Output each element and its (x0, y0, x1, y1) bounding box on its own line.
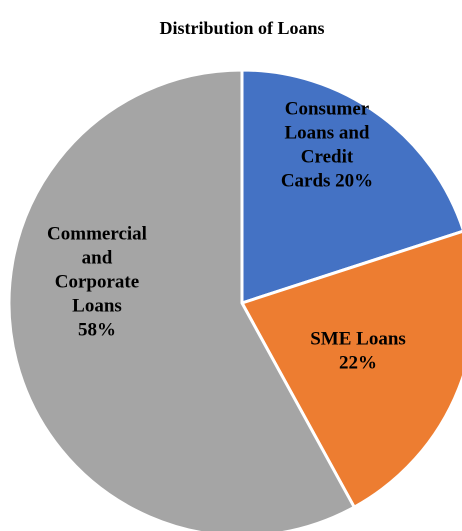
pie-slice-2 (240, 229, 462, 509)
slice-label-1: Consumer Loans and Credit Cards 20% (281, 98, 373, 191)
slice-label-line: Credit (301, 146, 354, 167)
chart-title: Distribution of Loans (159, 18, 325, 38)
slice-label-line: SME Loans (310, 328, 406, 349)
slice-label-line: 22% (339, 352, 377, 373)
slice-label-line: Loans (72, 295, 122, 316)
slice-label-line: Commercial (47, 223, 147, 244)
pie-slice-3 (7, 68, 356, 531)
slice-label-line: and (82, 247, 113, 268)
pie-slice-1 (240, 68, 462, 305)
slice-label-2: SME Loans 22% (310, 328, 406, 373)
slice-label-line: Consumer (285, 98, 370, 119)
slice-label-3: Commercial and Corporate Loans 58% (47, 223, 147, 340)
slice-label-line: Corporate (55, 271, 139, 292)
slice-label-line: Cards 20% (281, 170, 373, 191)
slice-label-line: Loans and (284, 122, 369, 143)
slice-label-line: 58% (78, 319, 116, 340)
